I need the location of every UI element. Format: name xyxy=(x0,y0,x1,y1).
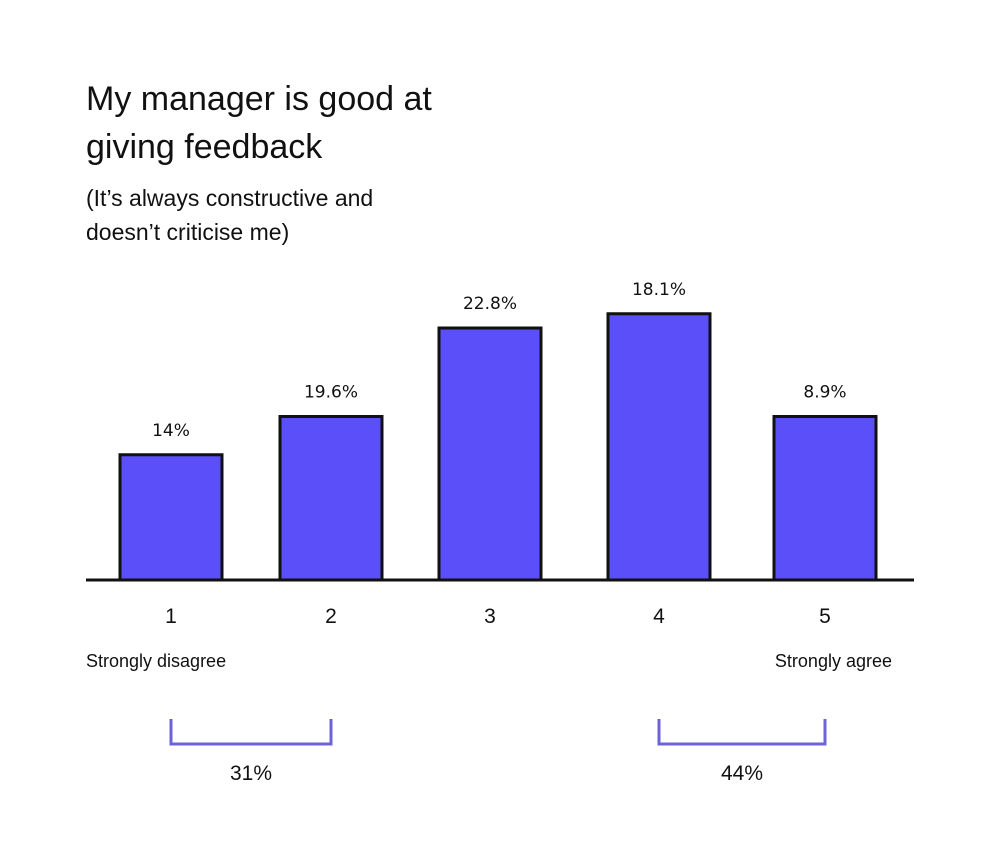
category-label-4: 4 xyxy=(653,605,665,628)
group-label-2: 44% xyxy=(721,762,763,785)
bar-2 xyxy=(278,415,384,582)
group-brackets-layer: 31% 44% xyxy=(169,719,827,785)
bar-3 xyxy=(437,326,543,582)
chart-title-line-1: My manager is good at xyxy=(86,80,432,118)
bar-5 xyxy=(772,415,878,582)
category-label-1: 1 xyxy=(165,605,177,628)
scale-label-high: Strongly agree xyxy=(775,651,892,671)
bars-layer xyxy=(118,312,878,582)
category-label-2: 2 xyxy=(325,605,337,628)
data-label-3: 22.8% xyxy=(463,294,517,314)
scale-label-low: Strongly disagree xyxy=(86,651,226,671)
data-label-1: 14% xyxy=(152,421,190,441)
data-label-5: 8.9% xyxy=(803,383,846,403)
chart-title-line-2: giving feedback xyxy=(86,128,323,166)
group-bracket-2 xyxy=(657,719,827,746)
category-label-5: 5 xyxy=(819,605,831,628)
data-label-2: 19.6% xyxy=(304,383,358,403)
data-label-4: 18.1% xyxy=(632,280,686,300)
category-labels-layer: 1 2 3 4 5 xyxy=(165,605,831,628)
chart-subtitle-line-1: (It’s always constructive and xyxy=(86,185,373,211)
group-bracket-1 xyxy=(169,719,333,746)
chart-subtitle-line-2: doesn’t criticise me) xyxy=(86,219,289,245)
data-labels-layer: 14% 19.6% 22.8% 18.1% 8.9% xyxy=(152,280,847,441)
group-label-1: 31% xyxy=(230,762,272,785)
bar-1 xyxy=(118,453,224,582)
bar-4 xyxy=(606,312,712,582)
category-label-3: 3 xyxy=(484,605,496,628)
